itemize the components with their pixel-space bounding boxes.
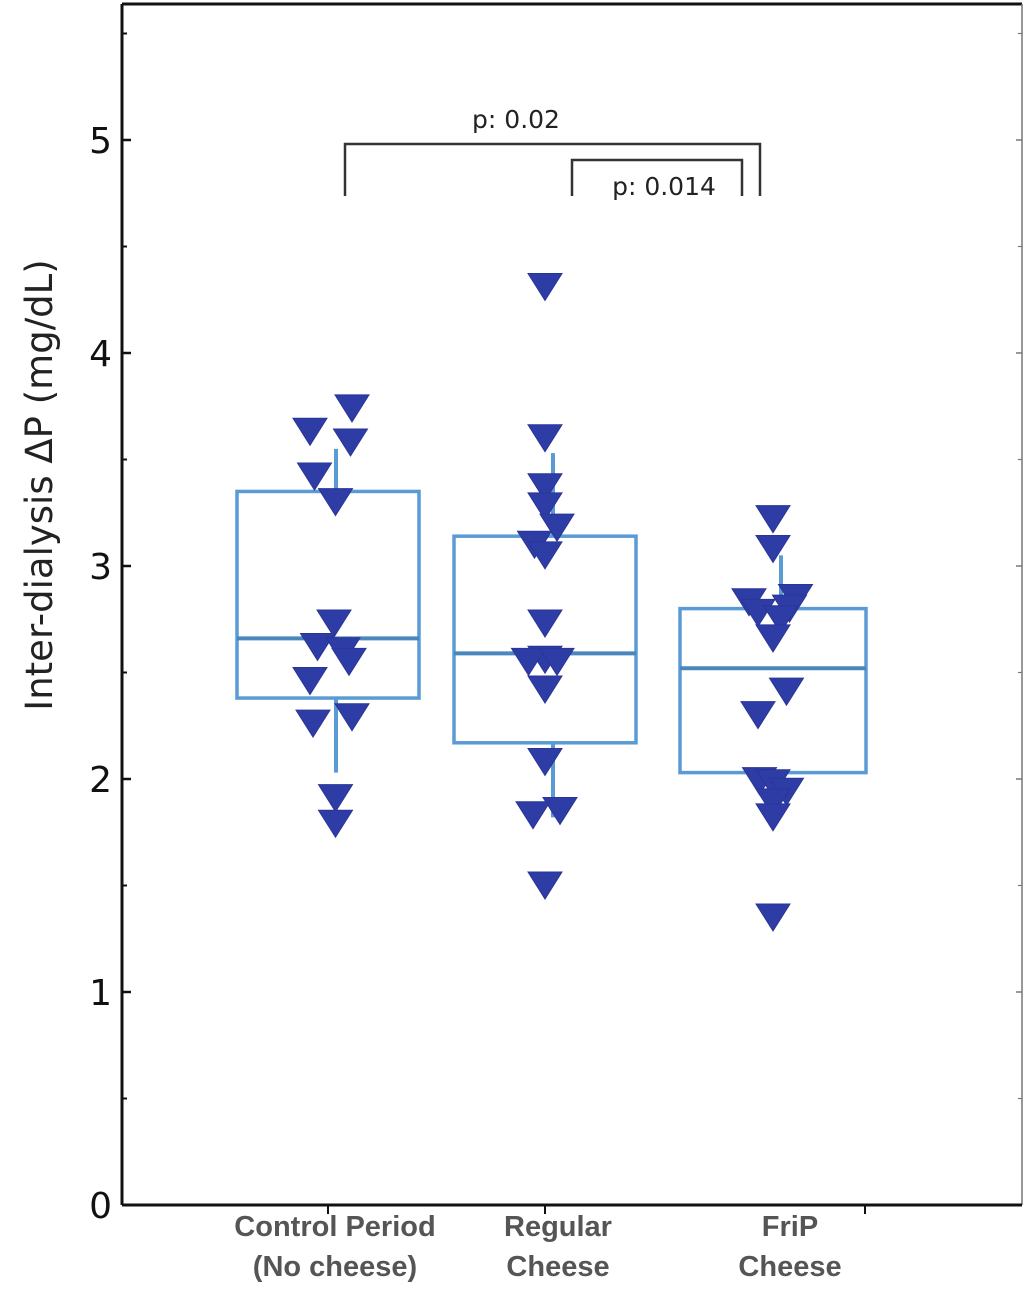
data-point [292, 417, 328, 447]
category-label: Regular [504, 1211, 612, 1243]
x-axis: Control Period (No cheese) Regular Cheese Fr… [122, 1203, 1022, 1283]
y-axis-title: Inter-dialysis ΔP (mg/dL) [18, 259, 61, 710]
data-point [539, 647, 575, 677]
y-tick-label: 4 [89, 334, 112, 375]
data-point [510, 647, 547, 677]
plot-frame [122, 2, 1023, 1205]
data-point [527, 492, 563, 521]
data-point [755, 534, 791, 564]
y-tick-label: 0 [89, 1186, 112, 1227]
box [235, 489, 421, 700]
data-point [762, 605, 799, 634]
y-tick-label: 5 [89, 121, 112, 162]
data-point [527, 675, 563, 704]
data-points [292, 272, 814, 932]
data-point [295, 709, 331, 739]
data-point [527, 747, 563, 777]
data-point [755, 903, 791, 932]
y-tick-label: 2 [89, 760, 112, 801]
data-point [331, 647, 367, 677]
data-point [755, 505, 791, 534]
data-point [334, 394, 370, 423]
data-point [332, 428, 369, 457]
data-point [542, 796, 578, 826]
data-point [299, 632, 336, 662]
data-point [317, 784, 354, 813]
data-point [316, 609, 352, 638]
data-point [755, 624, 791, 653]
y-tick-label: 1 [89, 973, 112, 1014]
category-label: FriP [762, 1211, 818, 1243]
data-point [296, 462, 333, 491]
data-point [768, 677, 805, 707]
category-label: Cheese [738, 1251, 841, 1283]
category-label: Control Period [234, 1211, 435, 1243]
data-point [317, 809, 354, 839]
data-point [317, 488, 354, 517]
data-point [527, 272, 563, 302]
p-value-label: p: 0.014 [612, 172, 716, 201]
data-point [527, 424, 563, 453]
data-point [527, 473, 563, 502]
significance-bracket [343, 142, 762, 196]
category-label: (No cheese) [253, 1251, 417, 1283]
data-point [740, 701, 776, 730]
data-point [539, 513, 575, 543]
data-point [755, 803, 791, 832]
data-point [527, 871, 563, 900]
y-axis: 0 1 2 3 4 5 [89, 4, 1022, 1227]
y-tick-label: 3 [89, 547, 112, 588]
data-point [292, 667, 328, 696]
data-point [527, 541, 563, 570]
significance-bracket [570, 158, 744, 196]
data-point [527, 609, 563, 638]
category-label: Cheese [506, 1251, 609, 1283]
data-point [334, 703, 370, 732]
p-value-label: p: 0.02 [472, 105, 560, 134]
data-point [515, 801, 551, 830]
data-point [755, 788, 791, 817]
significance-brackets: p: 0.02 p: 0.014 [343, 105, 762, 201]
